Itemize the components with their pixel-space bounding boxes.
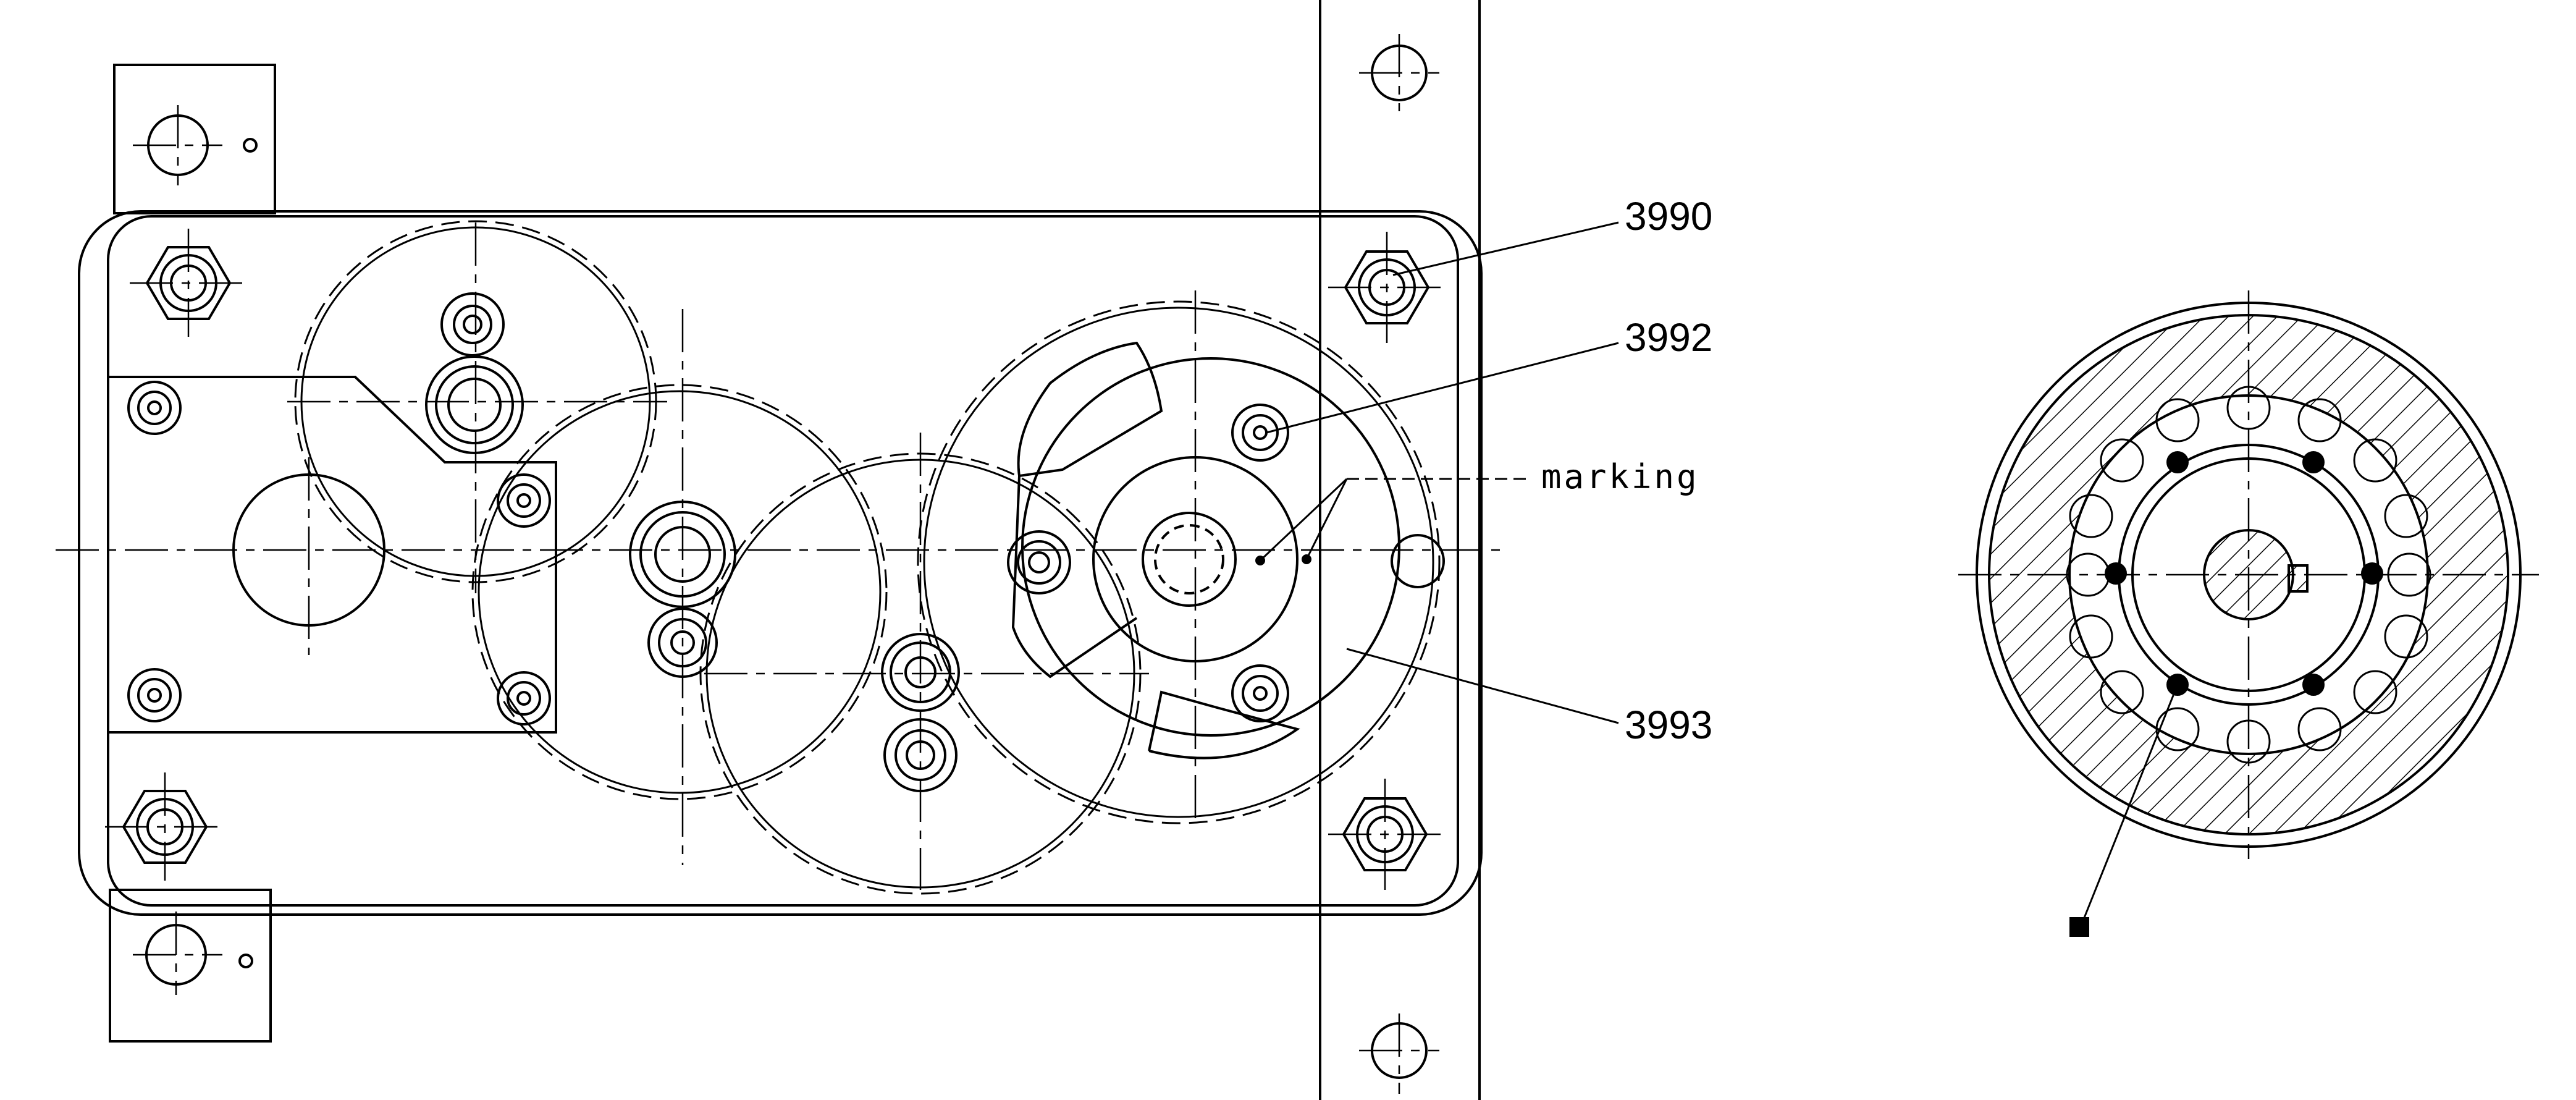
gear-2-pitch-circle: [471, 384, 888, 800]
bearing-balls: [2066, 386, 2431, 764]
datum-square: [2069, 917, 2089, 937]
shaft-key: [2288, 564, 2309, 593]
output-lugs: [1011, 341, 1300, 759]
gearbox-housing-outer: [78, 210, 1483, 916]
output-disk: [1021, 357, 1400, 737]
callout-marking: marking: [1541, 457, 1699, 496]
gearbox-housing-inner: [107, 215, 1459, 907]
leader-3990: [1392, 221, 1619, 276]
corner-hex-nuts: [122, 246, 1430, 871]
output-shaft-bore: [1154, 524, 1224, 594]
callout-3992: 3992: [1625, 315, 1712, 360]
leader-square: [2081, 684, 2179, 924]
shaft-bushings: [127, 292, 1289, 792]
gear-4-pitch-circle: [917, 300, 1441, 824]
gear-4-outer: [923, 307, 1434, 818]
bottom-left-bracket: [109, 889, 272, 1043]
callout-3993: 3993: [1625, 703, 1712, 747]
output-disk-hole: [1391, 534, 1445, 588]
internal-plate: [108, 376, 557, 734]
output-shaft: [1142, 512, 1237, 607]
callout-3990: 3990: [1625, 194, 1712, 239]
leader-3992: [1266, 342, 1619, 434]
leader-marking: [1259, 478, 1348, 562]
bearing-pins: [2105, 451, 2383, 696]
bearing-cross-section: [1958, 290, 2539, 937]
top-left-bracket: [113, 64, 276, 214]
gear-2-outer: [478, 390, 882, 794]
leader-marking-2: [1305, 478, 1348, 560]
leader-3993: [1346, 648, 1619, 724]
gearbox-front-view: [56, 0, 1619, 1100]
